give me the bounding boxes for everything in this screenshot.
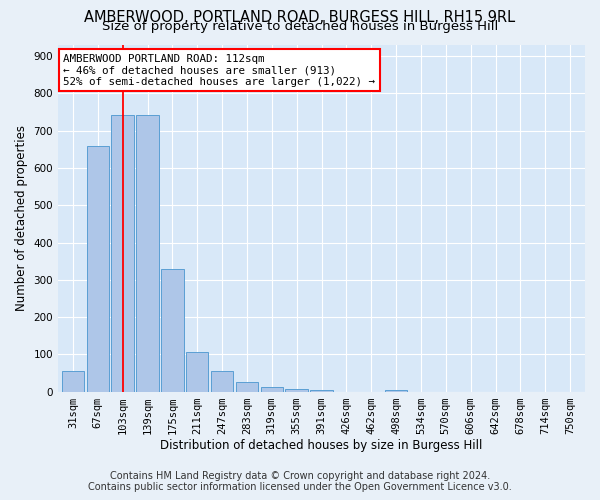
Bar — [161, 268, 184, 392]
Bar — [86, 146, 109, 392]
X-axis label: Distribution of detached houses by size in Burgess Hill: Distribution of detached houses by size … — [160, 440, 483, 452]
Bar — [211, 371, 233, 392]
Text: Size of property relative to detached houses in Burgess Hill: Size of property relative to detached ho… — [102, 20, 498, 33]
Bar — [136, 114, 159, 392]
Text: AMBERWOOD PORTLAND ROAD: 112sqm
← 46% of detached houses are smaller (913)
52% o: AMBERWOOD PORTLAND ROAD: 112sqm ← 46% of… — [64, 54, 376, 87]
Bar — [260, 386, 283, 392]
Text: Contains HM Land Registry data © Crown copyright and database right 2024.
Contai: Contains HM Land Registry data © Crown c… — [88, 471, 512, 492]
Bar — [385, 390, 407, 392]
Bar — [286, 388, 308, 392]
Y-axis label: Number of detached properties: Number of detached properties — [15, 126, 28, 312]
Bar — [186, 352, 208, 392]
Bar — [310, 390, 333, 392]
Bar — [112, 114, 134, 392]
Text: AMBERWOOD, PORTLAND ROAD, BURGESS HILL, RH15 9RL: AMBERWOOD, PORTLAND ROAD, BURGESS HILL, … — [85, 10, 515, 25]
Bar — [62, 371, 84, 392]
Bar — [236, 382, 258, 392]
